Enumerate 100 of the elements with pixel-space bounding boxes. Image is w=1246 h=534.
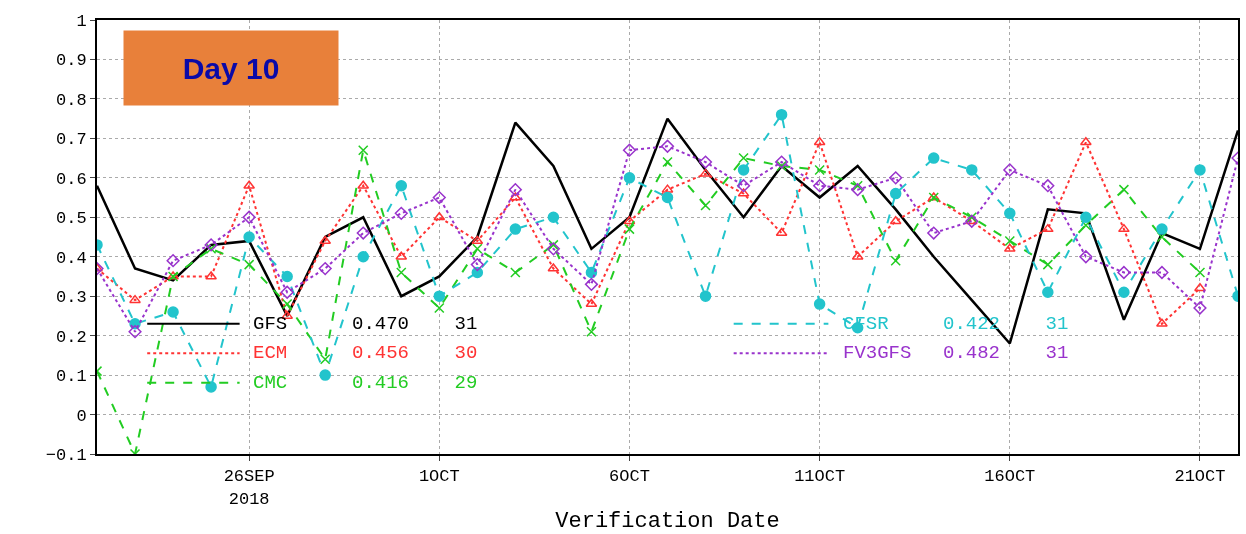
point — [280, 285, 294, 299]
point — [775, 227, 788, 237]
point — [243, 259, 255, 270]
point — [205, 243, 217, 255]
point — [1042, 286, 1054, 298]
annotation: 0.470 31 — [352, 313, 478, 335]
point — [1080, 219, 1092, 231]
point — [699, 290, 712, 302]
point — [395, 179, 408, 192]
point — [167, 306, 179, 318]
point — [356, 226, 370, 240]
point — [1080, 211, 1092, 224]
point — [927, 152, 940, 164]
point — [586, 326, 597, 337]
text: Day 10 — [182, 51, 280, 85]
point — [775, 108, 788, 121]
y-tick-label: 0.6 — [55, 169, 87, 189]
point — [357, 250, 369, 263]
y-tick-label: 0.9 — [55, 51, 87, 71]
point — [662, 156, 673, 168]
point — [508, 183, 522, 197]
point — [1118, 184, 1130, 195]
point — [1194, 267, 1206, 278]
point — [1194, 164, 1206, 176]
point — [890, 255, 901, 266]
point — [623, 215, 636, 225]
point — [1041, 179, 1055, 193]
point — [204, 238, 218, 252]
point — [661, 191, 674, 204]
point — [394, 206, 408, 220]
point — [128, 325, 142, 339]
point — [660, 139, 675, 153]
legend-label: GFS — [253, 313, 288, 335]
point — [129, 294, 141, 304]
x-tick-label: 6OCT — [609, 467, 650, 487]
point — [281, 298, 293, 310]
point — [472, 243, 483, 255]
point — [319, 369, 331, 381]
point — [1079, 250, 1093, 264]
point — [737, 164, 750, 176]
x-tick-label: 16OCT — [984, 467, 1036, 487]
y-tick-label: 0.1 — [55, 367, 87, 387]
legend-label: ECM — [253, 342, 288, 364]
point — [1156, 231, 1168, 243]
point — [1194, 283, 1206, 292]
point — [1003, 163, 1017, 177]
point — [775, 155, 789, 169]
point — [813, 179, 827, 193]
y-tick-label: 1 — [76, 11, 87, 31]
point — [281, 270, 293, 283]
point — [434, 302, 445, 314]
point — [432, 190, 446, 205]
point — [1118, 286, 1130, 298]
y-tick-label: 0.5 — [55, 209, 87, 229]
point — [1041, 223, 1054, 233]
point — [509, 223, 522, 235]
annotation: 0.456 30 — [352, 342, 478, 364]
x-tick-label: 21OCT — [1174, 467, 1226, 487]
x-axis-title: Verification Date — [555, 508, 780, 534]
point — [242, 210, 256, 224]
point — [510, 267, 521, 278]
x-tick-label: 1OCT — [418, 467, 460, 487]
point — [470, 258, 484, 272]
x-tick-label: 11OCT — [794, 467, 846, 487]
point — [1155, 265, 1169, 280]
point — [205, 381, 217, 393]
point — [1042, 259, 1054, 270]
annotation: 0.482 31 — [943, 342, 1069, 364]
point — [813, 298, 826, 310]
point — [852, 180, 863, 191]
point — [1193, 301, 1207, 315]
point — [548, 239, 559, 251]
point — [546, 242, 560, 256]
y-tick-label: 0.4 — [55, 248, 87, 268]
point — [814, 164, 825, 176]
point — [623, 172, 636, 184]
y-tick-label: 0.3 — [55, 288, 87, 308]
point — [738, 152, 749, 164]
point — [736, 179, 751, 193]
point — [698, 155, 713, 169]
point — [433, 290, 446, 302]
point — [396, 267, 407, 278]
point — [889, 215, 902, 225]
point — [243, 231, 255, 243]
point — [318, 261, 332, 276]
point — [1004, 207, 1016, 220]
point — [776, 160, 787, 172]
y-tick-label: 0.8 — [55, 90, 87, 110]
point — [700, 200, 711, 211]
point — [622, 143, 637, 157]
point — [624, 223, 635, 235]
annotation: 0.416 29 — [352, 372, 478, 394]
y-tick-label: 0.2 — [55, 327, 87, 347]
point — [889, 187, 902, 200]
point — [357, 144, 369, 156]
point — [851, 183, 865, 197]
point — [889, 171, 903, 185]
point — [547, 211, 560, 224]
point — [584, 277, 599, 291]
x-tick-label: 26SEP 2018 — [223, 467, 275, 509]
